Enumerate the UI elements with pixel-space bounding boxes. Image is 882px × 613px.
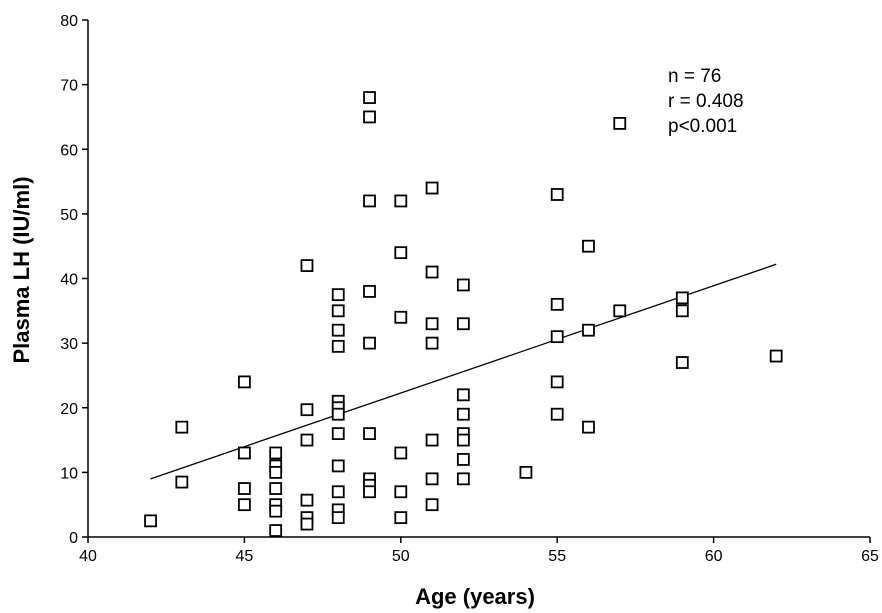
data-point	[269, 465, 283, 479]
data-point	[269, 524, 283, 537]
data-points	[144, 91, 783, 537]
data-point	[331, 407, 345, 421]
regression-line	[150, 263, 777, 480]
data-point	[300, 433, 314, 447]
data-point	[175, 420, 189, 434]
data-point	[425, 498, 439, 512]
data-point	[269, 446, 283, 460]
data-point	[550, 330, 564, 344]
y-tick-label: 10	[60, 465, 78, 482]
data-point	[613, 304, 627, 318]
x-tick-label: 50	[392, 548, 410, 565]
data-point	[394, 446, 408, 460]
y-tick-label: 50	[60, 207, 78, 224]
data-point	[300, 517, 314, 531]
data-point	[269, 504, 283, 518]
data-point	[363, 427, 376, 441]
data-point	[769, 349, 783, 363]
data-point	[425, 265, 439, 279]
data-point	[456, 278, 470, 292]
data-point	[300, 403, 314, 417]
data-point	[300, 493, 314, 507]
y-tick-label: 30	[60, 336, 78, 353]
data-point	[456, 388, 470, 402]
y-axis-label: Plasma LH (IU/ml)	[9, 176, 34, 363]
data-point	[331, 485, 345, 499]
x-axis-label: Age (years)	[415, 584, 535, 609]
data-point	[456, 453, 470, 466]
y-tick-label: 80	[60, 13, 78, 30]
data-point	[331, 323, 345, 337]
data-point	[425, 433, 439, 447]
data-point	[425, 317, 439, 331]
y-tick-label: 70	[60, 78, 78, 95]
y-tick-label: 0	[69, 530, 78, 547]
data-point	[144, 514, 157, 528]
data-point	[269, 482, 283, 495]
x-tick-label: 40	[79, 548, 97, 565]
data-point	[331, 511, 345, 525]
data-point	[237, 375, 251, 389]
data-point	[675, 304, 689, 318]
data-point	[582, 420, 595, 434]
data-point	[394, 246, 408, 260]
data-point	[425, 181, 439, 195]
data-point	[331, 288, 345, 302]
data-point	[394, 485, 408, 499]
data-point	[550, 407, 564, 421]
data-point	[582, 323, 595, 337]
data-point	[363, 91, 376, 104]
data-point	[456, 407, 470, 421]
data-point	[363, 285, 376, 298]
data-point	[363, 336, 376, 350]
data-point	[425, 336, 439, 350]
data-point	[394, 194, 408, 208]
data-point	[675, 291, 689, 305]
data-point	[550, 297, 564, 311]
data-point	[613, 117, 627, 130]
data-point	[300, 259, 314, 272]
y-tick-label: 60	[60, 142, 78, 159]
x-tick-label: 55	[548, 548, 566, 565]
annotation-p: p<0.001	[668, 116, 737, 137]
x-tick-label: 65	[861, 548, 879, 565]
data-point	[519, 465, 533, 479]
x-tick-label: 60	[705, 548, 723, 565]
data-point	[456, 317, 470, 331]
x-ticks: 40 45 50 55 60 65	[79, 537, 879, 565]
data-point	[456, 433, 470, 447]
data-point	[237, 498, 251, 512]
data-point	[331, 339, 345, 353]
y-tick-label: 20	[60, 401, 78, 418]
data-point	[331, 459, 345, 473]
data-point	[331, 427, 345, 441]
y-ticks: 0 10 20 30 40 50 60 70 80	[60, 13, 88, 547]
annotation-n: n = 76	[668, 66, 721, 87]
data-point	[394, 310, 408, 324]
data-point	[363, 485, 376, 499]
data-point	[582, 239, 595, 253]
y-tick-label: 40	[60, 272, 78, 289]
data-point	[331, 304, 345, 318]
data-point	[550, 375, 564, 389]
data-point	[237, 482, 251, 495]
data-point	[550, 188, 564, 201]
data-point	[363, 110, 376, 124]
data-point	[394, 511, 408, 525]
x-tick-label: 45	[236, 548, 254, 565]
annotation-r: r = 0.408	[668, 91, 744, 112]
data-point	[425, 472, 439, 486]
data-point	[237, 446, 251, 460]
data-point	[675, 356, 689, 369]
data-point	[363, 194, 376, 208]
data-point	[175, 475, 189, 489]
data-point	[456, 472, 470, 486]
